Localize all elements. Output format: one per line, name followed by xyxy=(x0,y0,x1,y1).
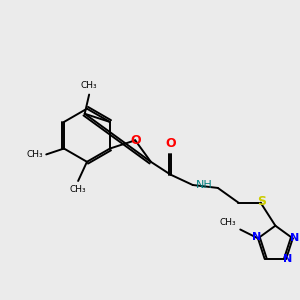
Text: CH₃: CH₃ xyxy=(81,81,98,90)
Text: N: N xyxy=(283,254,292,264)
Text: O: O xyxy=(165,136,176,150)
Text: N: N xyxy=(252,232,261,242)
Text: CH₃: CH₃ xyxy=(27,150,43,159)
Text: N: N xyxy=(290,233,299,243)
Text: S: S xyxy=(258,195,267,208)
Text: CH₃: CH₃ xyxy=(219,218,236,226)
Text: CH₃: CH₃ xyxy=(70,185,86,194)
Text: NH: NH xyxy=(196,180,213,190)
Text: O: O xyxy=(130,134,140,147)
